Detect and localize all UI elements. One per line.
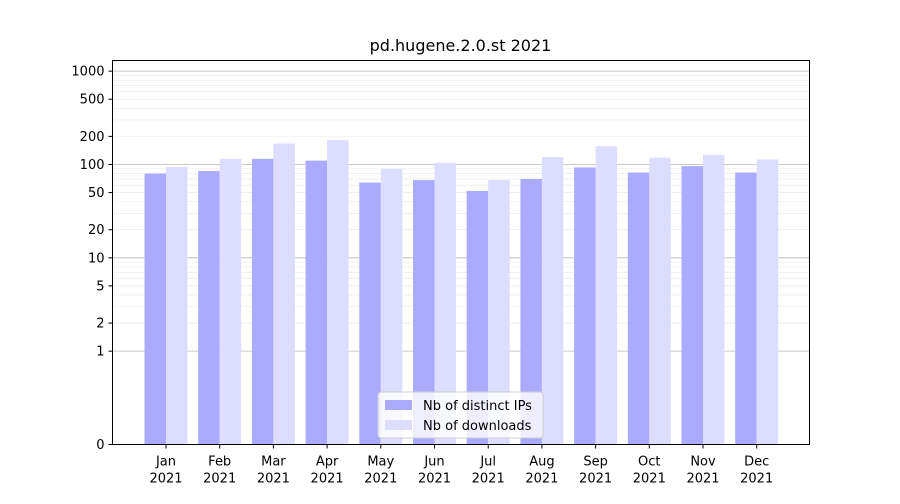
x-tick-label: Sep 2021 (579, 455, 612, 487)
bar-downloads (273, 143, 295, 445)
plot-frame (112, 60, 810, 445)
bar-ips (520, 178, 542, 445)
x-tick-label: Jul 2021 (472, 455, 505, 487)
bar-ips (574, 167, 596, 445)
legend-label: Nb of distinct IPs (423, 399, 532, 414)
bar-ips (305, 160, 328, 445)
chart-title: pd.hugene.2.0.st 2021 (370, 36, 552, 55)
x-tick-label: Aug 2021 (525, 455, 558, 487)
y-tick-label: 50 (88, 186, 105, 201)
x-tick-label: Nov 2021 (686, 455, 719, 487)
x-tick-label: Mar 2021 (257, 455, 290, 487)
y-tick-label: 200 (80, 130, 105, 145)
legend-box (377, 391, 544, 439)
bar-downloads (488, 180, 510, 445)
bar-downloads (649, 157, 671, 445)
bar-downloads (595, 146, 618, 445)
bar-layer (144, 140, 779, 445)
legend: Nb of distinct IPs Nb of downloads (377, 391, 544, 439)
x-tick-label: Oct 2021 (633, 455, 666, 487)
bar-ips (627, 172, 650, 445)
bar-downloads (380, 168, 403, 445)
x-tick-label: Jun 2021 (418, 455, 451, 487)
bar-ips (466, 190, 489, 445)
bar-downloads (166, 166, 188, 445)
y-tick-label: 1000 (71, 65, 104, 80)
y-tick-label: 2 (96, 317, 104, 332)
bar-downloads (703, 154, 725, 445)
y-tick-label: 1 (96, 345, 104, 360)
x-tick-label: May 2021 (364, 455, 397, 487)
y-tick-label: 5 (96, 279, 104, 294)
y-tick-label: 10 (88, 251, 105, 266)
x-tick-label: Jan 2021 (149, 455, 182, 487)
legend-swatch (385, 400, 412, 410)
x-tick-label: Apr 2021 (311, 455, 344, 487)
bar-ips (198, 171, 220, 445)
y-tick-label: 500 (80, 93, 105, 108)
x-tick-label: Dec 2021 (740, 455, 773, 487)
y-tick-label: 0 (96, 438, 104, 453)
bar-downloads (219, 158, 242, 445)
bar-downloads (756, 159, 779, 445)
y-tick-label: 100 (80, 158, 105, 173)
bar-downloads (327, 140, 349, 445)
bar-ips (413, 180, 435, 445)
bar-ips (735, 172, 757, 445)
bar-ips (681, 166, 703, 445)
legend-label: Nb of downloads (423, 419, 532, 434)
x-tick-label: Feb 2021 (203, 455, 236, 487)
bar-ips (251, 158, 274, 445)
legend-swatch (385, 420, 412, 430)
bar-ips (144, 173, 166, 445)
axis-layer: 0 1 2 5 10 20 50 100 200 500 1000 Jan 2021 Feb 2021 Mar… (71, 65, 773, 487)
bar-downloads (434, 162, 456, 445)
bar-downloads (541, 157, 564, 445)
y-tick-label: 20 (88, 223, 105, 238)
bar-ips (359, 182, 381, 445)
